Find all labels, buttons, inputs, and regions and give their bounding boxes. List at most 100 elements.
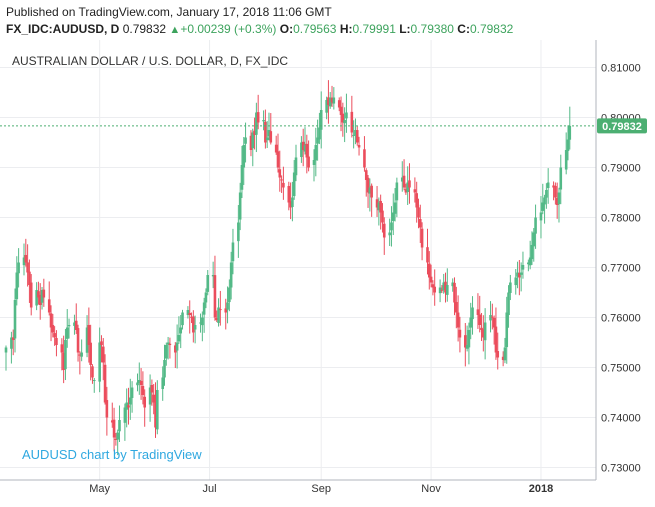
chart-area[interactable]: 0.810000.800000.790000.780000.770000.760… xyxy=(0,40,655,502)
candle-body xyxy=(478,314,482,325)
candle-body xyxy=(552,185,555,188)
price-chart[interactable]: 0.810000.800000.790000.780000.770000.760… xyxy=(0,40,655,502)
candle-body xyxy=(305,143,309,158)
up-arrow-icon: ▲ xyxy=(169,24,181,36)
candle-body xyxy=(154,400,157,428)
x-tick-label: Jul xyxy=(203,483,217,495)
candle-body xyxy=(267,130,271,137)
candle-body xyxy=(521,265,525,270)
candle-body xyxy=(249,135,253,150)
candle-body xyxy=(505,312,509,348)
close-value: 0.79832 xyxy=(469,22,514,36)
candle-body xyxy=(265,137,269,141)
candle-body xyxy=(231,242,235,262)
x-tick-label: 2018 xyxy=(529,483,553,495)
candles xyxy=(4,80,572,456)
candle-body xyxy=(381,210,384,223)
candle-body xyxy=(118,420,121,432)
candle-body xyxy=(496,351,500,358)
candle-body xyxy=(89,342,92,365)
published-line: Published on TradingView.com, January 17… xyxy=(6,5,332,19)
candle-body xyxy=(557,192,561,205)
candle-body xyxy=(543,197,546,205)
candle-body xyxy=(15,272,19,300)
candle-body xyxy=(76,328,80,353)
y-tick-label: 0.81000 xyxy=(601,63,641,75)
candle-body xyxy=(438,287,442,294)
candle-body xyxy=(137,380,141,384)
candle-body xyxy=(307,156,310,168)
candle-body xyxy=(226,302,229,310)
candle-body xyxy=(64,340,67,370)
candle-body xyxy=(130,387,134,398)
candle-body xyxy=(518,272,521,278)
candle-body xyxy=(152,394,156,403)
candle-body xyxy=(213,275,217,318)
low-label: L: xyxy=(399,22,411,36)
candle-body xyxy=(4,347,8,353)
candle-body xyxy=(35,290,38,306)
candle-body xyxy=(339,106,343,115)
candle-body xyxy=(568,125,572,140)
candle-body xyxy=(91,366,94,378)
change-value: +0.00239 (+0.3%) xyxy=(180,22,277,36)
candle-body xyxy=(467,330,471,348)
candle-body xyxy=(201,317,204,326)
last-price: 0.79832 xyxy=(122,22,167,36)
y-tick-label: 0.79000 xyxy=(601,163,641,175)
candle-body xyxy=(391,212,395,221)
candle-body xyxy=(453,282,456,303)
candle-body xyxy=(269,131,273,143)
candle-body xyxy=(325,100,328,113)
candle-body xyxy=(300,142,303,158)
watermark: AUDUSD chart by TradingView xyxy=(22,447,202,462)
candle-body xyxy=(65,327,69,339)
ohlc-line: FX_IDC:AUDUSD, D 0.79832 ▲+0.00239 (+0.3… xyxy=(6,22,513,36)
candle-body xyxy=(136,382,139,386)
y-tick-label: 0.73000 xyxy=(601,463,641,475)
candle-body xyxy=(332,97,336,104)
candle-body xyxy=(350,111,354,133)
candle-body xyxy=(491,316,494,318)
candle-body xyxy=(40,290,44,303)
candle-body xyxy=(274,144,278,153)
candle-body xyxy=(476,309,480,315)
candle-body xyxy=(404,189,408,193)
candle-body xyxy=(327,97,330,105)
candle-body xyxy=(354,130,357,136)
candle-body xyxy=(211,275,215,277)
candle-body xyxy=(554,186,557,198)
candle-body xyxy=(276,151,280,168)
candle-body xyxy=(24,254,28,263)
candle-body xyxy=(415,193,418,208)
candle-body xyxy=(62,352,65,370)
candle-body xyxy=(237,222,240,242)
symbol-label: FX_IDC:AUDUSD, D xyxy=(6,22,120,36)
candle-body xyxy=(141,385,145,395)
candle-body xyxy=(10,337,13,349)
candle-body xyxy=(11,337,15,340)
candle-body xyxy=(418,219,422,228)
candle-body xyxy=(426,247,429,263)
candle-body xyxy=(179,327,183,334)
x-tick-label: May xyxy=(89,483,110,495)
candle-body xyxy=(53,333,56,338)
candle-body xyxy=(217,307,220,323)
candle-body xyxy=(29,282,33,308)
candle-body xyxy=(262,120,265,122)
candle-body xyxy=(402,175,406,188)
candle-body xyxy=(375,199,379,208)
candle-body xyxy=(530,245,534,260)
candle-body xyxy=(116,432,119,440)
x-tick-label: Nov xyxy=(421,483,441,495)
candle-body xyxy=(105,400,109,418)
candle-body xyxy=(175,342,179,351)
candle-body xyxy=(440,289,444,291)
candle-body xyxy=(242,145,246,168)
candle-body xyxy=(427,263,431,278)
candle-body xyxy=(456,312,460,328)
last-price-label-bg xyxy=(597,118,647,134)
candle-body xyxy=(413,189,417,193)
candle-body xyxy=(292,172,296,197)
candle-body xyxy=(328,97,332,107)
